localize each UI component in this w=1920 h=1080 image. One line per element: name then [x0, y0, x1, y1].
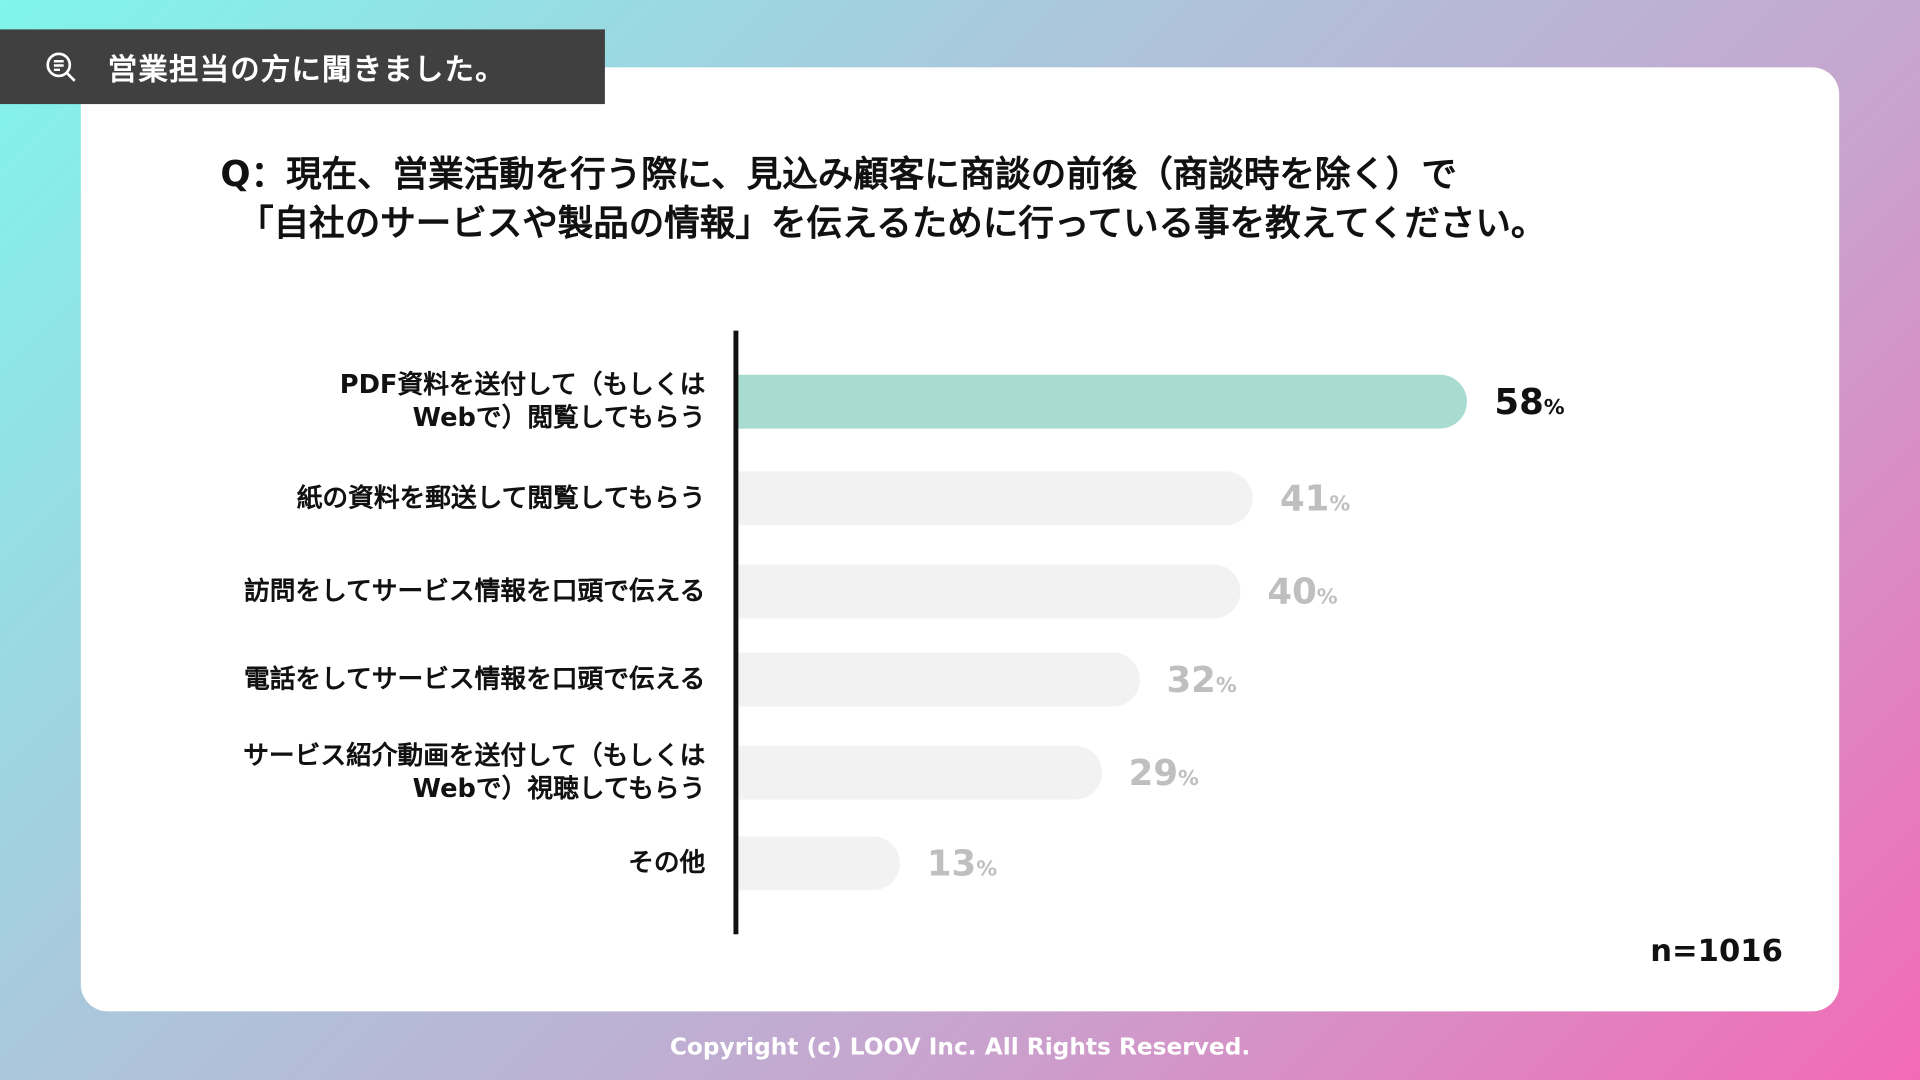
value-unit: % — [1329, 492, 1351, 517]
value-unit: % — [976, 857, 998, 882]
value-label: 58% — [1494, 381, 1564, 423]
content-card — [80, 67, 1840, 1012]
category-label: PDF資料を送付して（もしくは Webで）閲覧してもらう — [339, 369, 706, 433]
value-label: 32% — [1166, 659, 1236, 701]
value-unit: % — [1543, 395, 1565, 421]
bar — [735, 564, 1241, 619]
value-number: 29 — [1128, 751, 1179, 794]
category-label: 訪問をしてサービス情報を口頭で伝える — [243, 576, 706, 606]
copyright: Copyright (c) LOOV Inc. All Rights Reser… — [669, 1033, 1251, 1061]
question-text: Q：現在、営業活動を行う際に、見込み顧客に商談の前後（商談時を除く）で 「自社の… — [220, 153, 1547, 244]
value-label: 40% — [1267, 571, 1337, 613]
value-unit: % — [1178, 766, 1199, 792]
category-label: その他 — [628, 847, 706, 878]
sample-size: n=1016 — [1650, 933, 1783, 969]
bar — [735, 374, 1468, 429]
value-number: 41 — [1279, 477, 1330, 520]
y-axis-line — [733, 330, 739, 935]
value-label: 13% — [927, 842, 997, 884]
value-number: 13 — [926, 842, 977, 885]
header-tag-text: 営業担当の方に聞きました。 — [107, 52, 506, 87]
bar — [735, 836, 900, 891]
value-number: 32 — [1166, 658, 1216, 701]
value-number: 40 — [1267, 570, 1317, 613]
category-label: サービス紹介動画を送付して（もしくは Webで）視聴してもらう — [243, 740, 706, 804]
value-unit: % — [1316, 585, 1338, 610]
bar — [735, 652, 1140, 707]
bar — [735, 745, 1102, 800]
value-label: 41% — [1280, 478, 1350, 520]
category-label: 電話をしてサービス情報を口頭で伝える — [243, 664, 706, 694]
value-unit: % — [1215, 673, 1237, 698]
category-label: 紙の資料を郵送して閲覧してもらう — [296, 483, 706, 513]
search-list-icon — [46, 51, 76, 82]
bar — [735, 471, 1254, 526]
header-tag: 営業担当の方に聞きました。 — [0, 29, 605, 105]
value-number: 58 — [1494, 380, 1544, 423]
value-label: 29% — [1129, 752, 1199, 794]
